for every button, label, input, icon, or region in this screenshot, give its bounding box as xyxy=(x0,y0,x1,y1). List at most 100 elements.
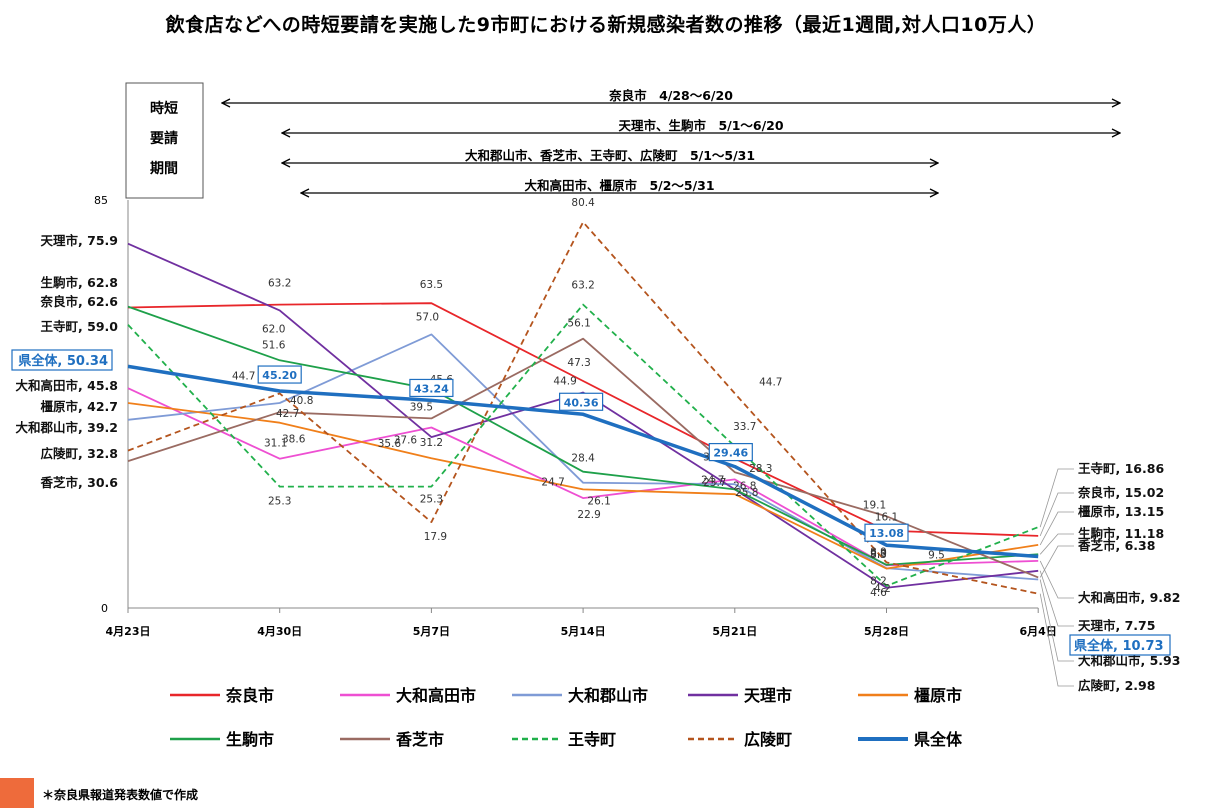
legend-label: 天理市 xyxy=(744,686,792,705)
data-label: 63.2 xyxy=(571,280,594,292)
data-label: 31.2 xyxy=(420,437,443,449)
period-label-bg xyxy=(588,89,754,102)
x-tick-label: 6月4日 xyxy=(1020,625,1057,638)
data-label: 38.6 xyxy=(282,434,306,446)
period-label-bg xyxy=(449,149,771,162)
data-label: 22.9 xyxy=(577,509,600,521)
start-label: 県全体, 50.34 xyxy=(18,353,108,369)
data-label: 23.7 xyxy=(703,477,726,489)
x-tick-label: 5月14日 xyxy=(561,625,606,638)
axes: 85 0 4月23日 4月30日 5月7日 5月14日 5月21日 5月28日 6月4日 xyxy=(94,194,1057,638)
period-label-bg xyxy=(600,119,802,132)
period-label: 天理市、生駒市 5/1～6/20 xyxy=(618,118,783,133)
period-label: 大和高田市、橿原市 5/2～5/31 xyxy=(524,178,714,193)
data-label: 9.0 xyxy=(870,548,887,560)
data-label: 45.20 xyxy=(262,369,297,382)
data-label: 17.9 xyxy=(424,531,447,543)
series-line xyxy=(127,221,1039,595)
x-tick-label: 5月28日 xyxy=(864,625,909,638)
note-marker xyxy=(0,778,34,808)
start-label: 橿原市, 42.7 xyxy=(41,399,118,414)
data-label: 63.2 xyxy=(268,278,291,290)
end-labels: 奈良市, 62.6 奈良市, 15.02 大和高田市, 45.8 大和高田市, 9.8… xyxy=(11,233,1180,693)
data-label: 24.7 xyxy=(701,474,724,486)
end-leader xyxy=(1039,468,1074,528)
end-leader xyxy=(1039,492,1074,537)
legend-label: 奈良市 xyxy=(225,686,274,705)
data-label: 24.7 xyxy=(541,476,564,488)
total-label-box xyxy=(257,365,302,384)
start-label: 大和高田市, 45.8 xyxy=(16,378,118,393)
data-label: 13.08 xyxy=(869,527,904,540)
legend-label: 生駒市 xyxy=(226,730,274,749)
legend-label: 大和郡山市 xyxy=(568,686,648,705)
x-tick-label: 5月7日 xyxy=(413,625,450,638)
end-leader xyxy=(1039,593,1074,687)
data-label: 25.3 xyxy=(268,496,291,508)
end-leader xyxy=(1039,570,1074,627)
series-line xyxy=(127,305,1039,566)
start-label: 奈良市, 62.6 xyxy=(40,294,119,309)
data-label: 44.7 xyxy=(759,376,782,388)
legend-label: 橿原市 xyxy=(914,686,962,705)
data-label: 16.1 xyxy=(875,512,898,524)
series-line xyxy=(127,364,1039,559)
end-label: 生駒市, 11.18 xyxy=(1078,526,1164,541)
end-label: 大和郡山市, 5.93 xyxy=(1078,653,1180,668)
data-label: 4.2 xyxy=(874,583,891,595)
legend-label: 王寺町 xyxy=(568,730,616,749)
end-label: 大和高田市, 9.82 xyxy=(1078,590,1180,605)
data-label: 28.4 xyxy=(571,453,595,465)
data-label: 31.1 xyxy=(264,438,287,450)
data-label: 8.3 xyxy=(870,549,887,561)
data-label: 26.8 xyxy=(733,480,756,492)
period-box-line: 要請 xyxy=(150,130,178,147)
end-label: 奈良市, 15.02 xyxy=(1077,485,1164,500)
data-label: 63.5 xyxy=(420,279,443,291)
start-label: 広陵町, 32.8 xyxy=(41,446,118,461)
x-tick-label: 4月23日 xyxy=(106,625,151,638)
data-labels: 63.263.547.331.116.131.137.622.926.88.94… xyxy=(232,197,945,599)
total-label-box xyxy=(864,523,909,542)
start-label: 香芝市, 30.6 xyxy=(40,475,119,490)
data-label: 26.1 xyxy=(587,496,610,508)
data-label: 29.46 xyxy=(713,447,748,460)
total-label-box xyxy=(409,378,454,398)
y-tick-label: 0 xyxy=(101,602,108,615)
data-label: 4.6 xyxy=(870,587,887,599)
series-lines xyxy=(127,221,1039,595)
source-note: ＊奈良県報道発表数値で作成 xyxy=(42,788,199,802)
data-label: 51.6 xyxy=(262,339,286,351)
data-label: 62.0 xyxy=(262,323,285,335)
total-end-box xyxy=(1069,634,1171,656)
data-label: 28.3 xyxy=(749,463,772,475)
start-label: 王寺町, 59.0 xyxy=(41,319,119,334)
data-label: 56.1 xyxy=(567,318,590,330)
data-label: 25.8 xyxy=(735,487,758,499)
data-label: 44.9 xyxy=(553,375,576,387)
data-label: 39.5 xyxy=(410,401,433,413)
end-label: 広陵町, 2.98 xyxy=(1078,678,1155,693)
series-line xyxy=(127,402,1039,570)
data-label: 8.9 xyxy=(870,546,887,558)
data-label: 35.6 xyxy=(378,438,402,450)
data-label: 44.7 xyxy=(232,370,255,382)
end-leader xyxy=(1039,545,1074,578)
data-label: 33.7 xyxy=(733,421,756,433)
series-line xyxy=(127,242,1039,589)
end-label: 県全体, 10.73 xyxy=(1074,638,1164,654)
period-box-line: 期間 xyxy=(150,161,178,177)
x-tick-label: 4月30日 xyxy=(257,625,302,638)
data-label: 40.36 xyxy=(564,396,599,409)
end-label: 王寺町, 16.86 xyxy=(1078,461,1164,476)
period-label: 大和郡山市、香芝市、王寺町、広陵町 5/1～5/31 xyxy=(465,148,755,163)
data-label: 9.5 xyxy=(928,549,945,561)
x-tick-label: 5月21日 xyxy=(712,625,757,638)
data-label: 40.8 xyxy=(290,395,313,407)
period-box xyxy=(125,82,204,199)
end-leader xyxy=(1039,511,1074,546)
chart-title: 飲食店などへの時短要請を実施した9市町における新規感染者数の推移（最近1週間,対… xyxy=(165,14,1047,36)
data-label: 57.0 xyxy=(416,311,439,323)
